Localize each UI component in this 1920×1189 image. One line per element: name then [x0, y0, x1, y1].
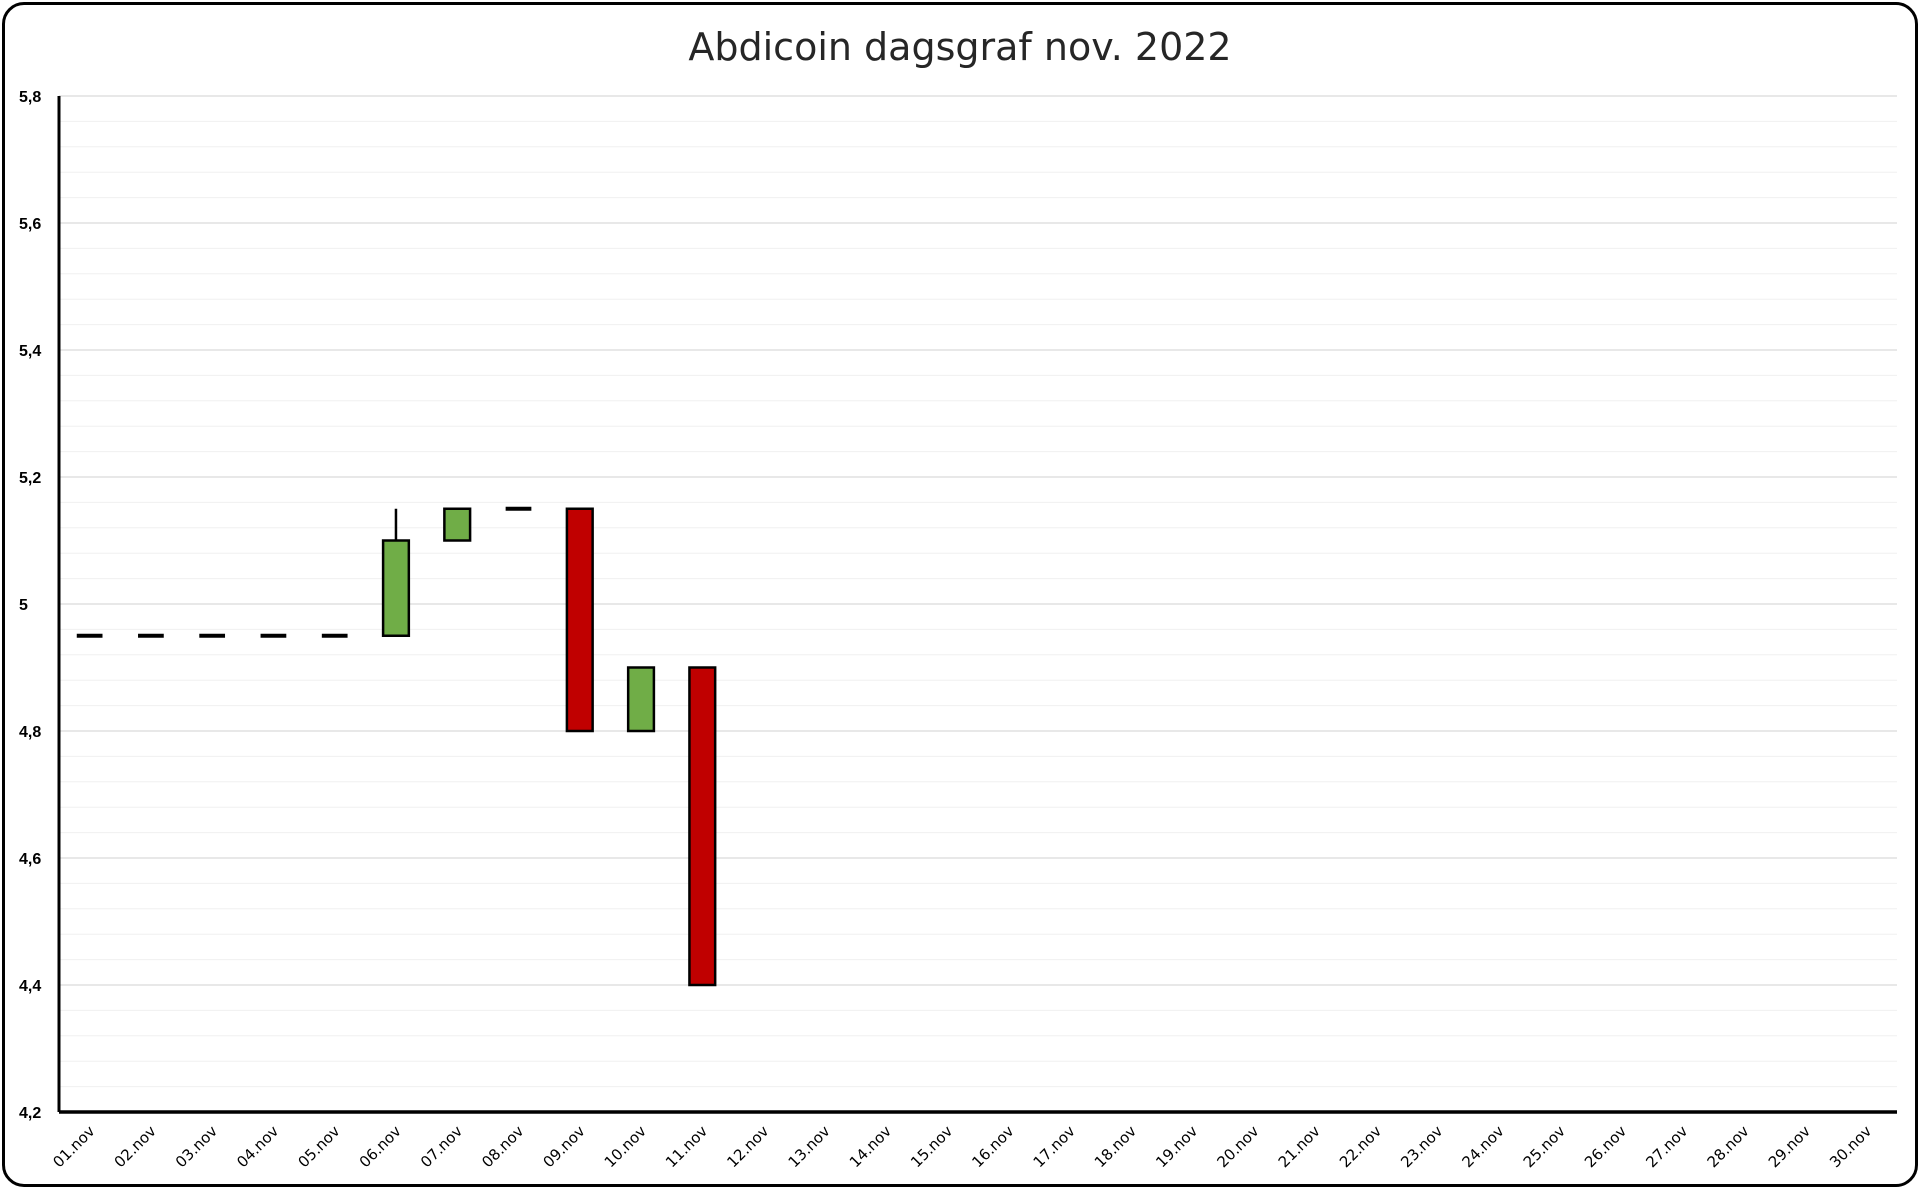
- y-tick-label: 5: [19, 597, 28, 614]
- candle-body: [565, 507, 594, 733]
- x-tick-label: 18.nov: [1091, 1122, 1140, 1171]
- y-tick-label: 5,8: [19, 89, 41, 106]
- candle-body: [443, 507, 472, 542]
- x-tick-label: 23.nov: [1397, 1122, 1446, 1171]
- y-tick-label: 5,6: [19, 216, 41, 233]
- candle-body: [688, 666, 717, 987]
- x-tick-label: 12.nov: [723, 1122, 772, 1171]
- x-tick-label: 07.nov: [417, 1122, 466, 1171]
- x-tick-label: 13.nov: [785, 1122, 834, 1171]
- x-tick-label: 15.nov: [907, 1122, 956, 1171]
- x-tick-label: 04.nov: [233, 1122, 282, 1171]
- x-tick-label: 21.nov: [1275, 1122, 1324, 1171]
- x-tick-label: 19.nov: [1152, 1122, 1201, 1171]
- x-tick-label: 06.nov: [356, 1122, 405, 1171]
- x-tick-label: 14.nov: [846, 1122, 895, 1171]
- x-tick-label: 29.nov: [1765, 1122, 1814, 1171]
- x-tick-label: 05.nov: [294, 1122, 343, 1171]
- candle-body: [381, 539, 411, 637]
- x-tick-label: 09.nov: [540, 1122, 589, 1171]
- x-tick-label: 17.nov: [1030, 1122, 1079, 1171]
- x-tick-label: 08.nov: [478, 1122, 527, 1171]
- x-tick-label: 03.nov: [172, 1122, 221, 1171]
- y-tick-label: 4,6: [19, 851, 41, 868]
- x-tick-label: 02.nov: [111, 1122, 160, 1171]
- x-tick-label: 24.nov: [1459, 1122, 1508, 1171]
- x-tick-label: 22.nov: [1336, 1122, 1385, 1171]
- y-tick-label: 5,2: [19, 470, 41, 487]
- x-tick-label: 01.nov: [49, 1122, 98, 1171]
- x-tick-label: 10.nov: [601, 1122, 650, 1171]
- x-tick-label: 28.nov: [1704, 1122, 1753, 1171]
- x-tick-label: 26.nov: [1581, 1122, 1630, 1171]
- x-tick-label: 16.nov: [968, 1122, 1017, 1171]
- x-tick-label: 30.nov: [1826, 1122, 1875, 1171]
- y-tick-label: 5,4: [19, 343, 41, 360]
- x-tick-label: 25.nov: [1520, 1122, 1569, 1171]
- x-tick-label: 27.nov: [1642, 1122, 1691, 1171]
- y-tick-label: 4,4: [19, 978, 41, 995]
- candlestick-chart: 4,2 4,4 4,6 4,8 5 5,2 5,4 5,6 5,8 01.nov 02.nov 03.…: [19, 89, 1897, 1171]
- candle-body: [626, 666, 656, 733]
- x-tick-label: 11.nov: [662, 1122, 711, 1171]
- y-tick-label: 4,8: [19, 724, 41, 741]
- chart-title: Abdicoin dagsgraf nov. 2022: [688, 25, 1232, 69]
- x-tick-label: 20.nov: [1213, 1122, 1262, 1171]
- y-tick-label: 4,2: [19, 1105, 41, 1122]
